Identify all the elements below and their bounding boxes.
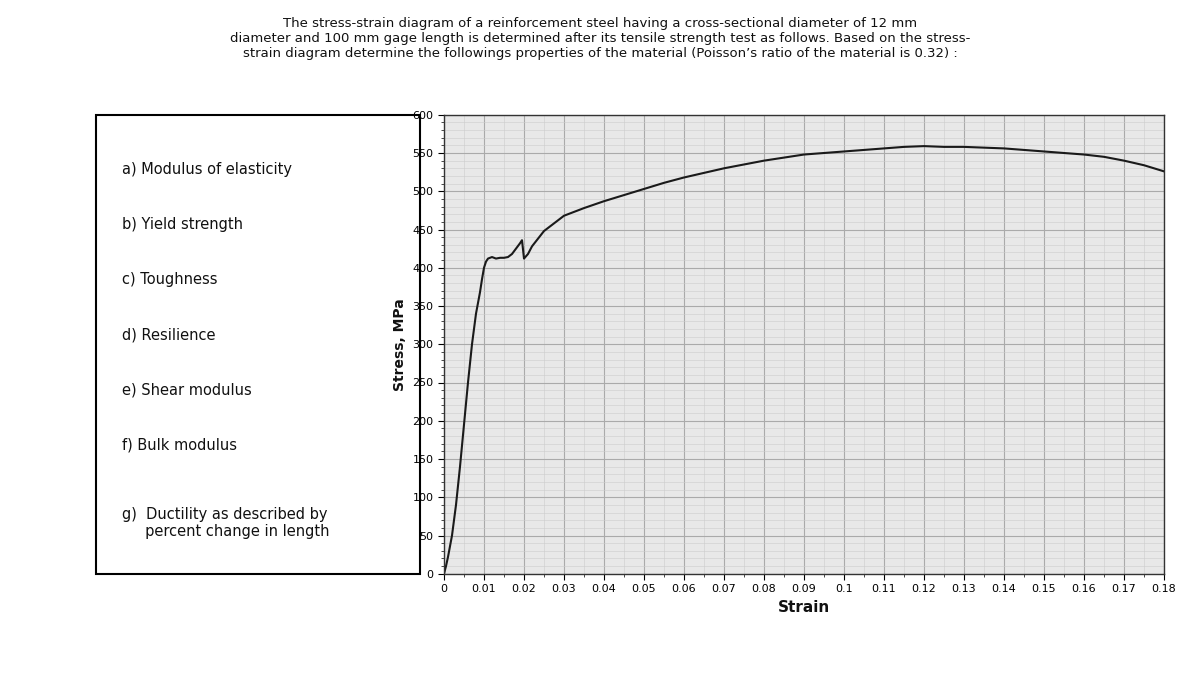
Text: c) Toughness: c) Toughness xyxy=(122,273,217,288)
Y-axis label: Stress, MPa: Stress, MPa xyxy=(392,298,407,391)
Text: d) Resilience: d) Resilience xyxy=(122,327,216,343)
Text: a) Modulus of elasticity: a) Modulus of elasticity xyxy=(122,162,292,178)
Text: b) Yield strength: b) Yield strength xyxy=(122,217,242,232)
FancyBboxPatch shape xyxy=(96,115,420,574)
X-axis label: Strain: Strain xyxy=(778,599,830,615)
Text: The stress-strain diagram of a reinforcement steel having a cross-sectional diam: The stress-strain diagram of a reinforce… xyxy=(230,17,970,60)
Text: f) Bulk modulus: f) Bulk modulus xyxy=(122,437,236,453)
Text: e) Shear modulus: e) Shear modulus xyxy=(122,383,252,398)
Text: g)  Ductility as described by
     percent change in length: g) Ductility as described by percent cha… xyxy=(122,507,330,539)
